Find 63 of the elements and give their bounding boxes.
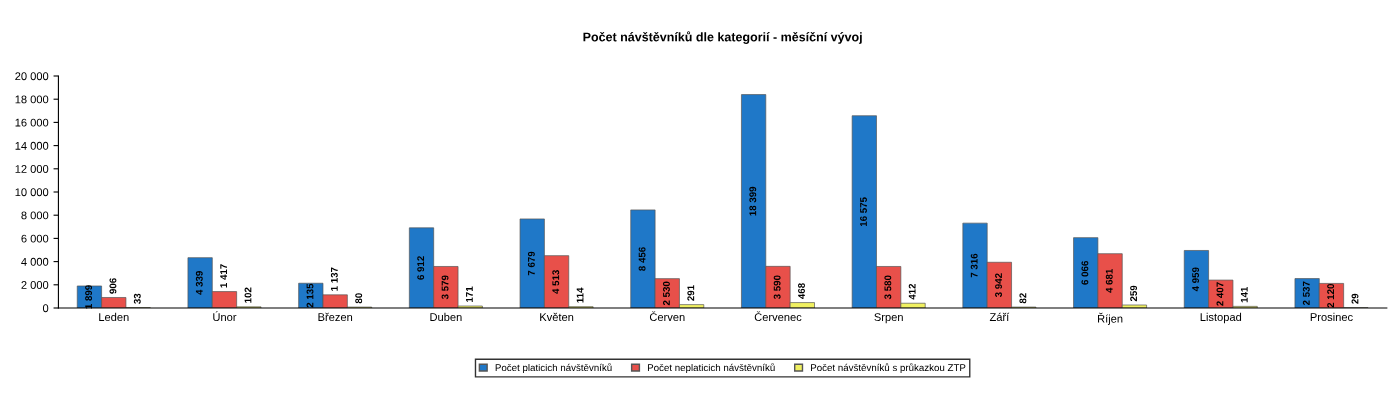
x-tick-label: Prosinec — [1310, 312, 1353, 322]
data-label: 2 407 — [1216, 282, 1224, 306]
data-label: 291 — [687, 285, 695, 301]
data-label: 2 120 — [1327, 283, 1335, 308]
data-label: 171 — [466, 286, 473, 302]
x-tick-label: Říjen — [1098, 312, 1123, 325]
data-label: 1 417 — [220, 264, 227, 288]
x-tick-label: Srpen — [874, 313, 903, 324]
data-label: 114 — [576, 287, 584, 303]
x-tick-label: Listopad — [1200, 312, 1242, 324]
data-label: 29 — [1351, 293, 1359, 304]
legend-label: Počet platicich návštěvníků — [495, 363, 612, 373]
data-label: 6 912 — [417, 256, 425, 280]
data-label: 4 681 — [1105, 268, 1113, 293]
y-tick-label: 2 000 — [21, 281, 49, 289]
data-label: 6 066 — [1081, 261, 1089, 285]
y-tick-label: 20 000 — [15, 72, 49, 81]
data-label: 3 942 — [995, 273, 1002, 298]
data-label: 18 399 — [749, 186, 757, 216]
data-label: 8 456 — [638, 247, 646, 271]
y-tick-label: 16 000 — [15, 118, 49, 127]
x-tick-label: Září — [989, 312, 1010, 322]
y-tick-label: 4 000 — [21, 257, 49, 266]
data-label: 906 — [109, 278, 117, 294]
data-label: 33 — [133, 293, 141, 304]
x-tick-label: Květen — [540, 312, 574, 322]
data-label: 3 579 — [441, 275, 449, 300]
data-label: 4 513 — [552, 270, 560, 294]
data-label: 4 339 — [195, 271, 203, 295]
y-tick-label: 8 000 — [21, 211, 49, 220]
x-tick-label: Červen — [649, 311, 685, 322]
legend-label: Počet návštěvníků s průkazkou ZTP — [811, 363, 966, 373]
data-label: 468 — [798, 283, 805, 299]
data-label: 82 — [1019, 293, 1027, 304]
x-tick-label: Únor — [213, 311, 237, 322]
data-label: 2 135 — [306, 283, 314, 308]
data-label: 16 575 — [860, 197, 867, 227]
y-tick-label: 14 000 — [15, 141, 49, 150]
data-label: 102 — [244, 287, 252, 303]
data-label: 7 316 — [970, 253, 978, 278]
data-label: 412 — [908, 283, 916, 300]
y-tick-label: 6 000 — [21, 234, 49, 243]
data-label: 1 137 — [330, 267, 338, 291]
y-tick-label: 18 000 — [15, 95, 49, 104]
data-label: 2 537 — [1302, 281, 1310, 306]
y-tick-label: 10 000 — [15, 188, 49, 197]
data-label: 141 — [1240, 286, 1248, 303]
y-tick-label: 0 — [42, 304, 49, 313]
data-label: 3 590 — [773, 275, 781, 300]
data-label: 259 — [1130, 285, 1138, 302]
data-label: 3 580 — [884, 275, 892, 300]
data-label: 80 — [355, 293, 363, 304]
x-tick-label: Duben — [430, 312, 462, 322]
x-tick-label: Leden — [99, 312, 129, 322]
data-label: 7 679 — [527, 251, 535, 276]
chart-title: Počet návštěvníků dle kategorií - měsíční vývoj — [583, 31, 862, 44]
data-label: 2 530 — [663, 281, 670, 306]
legend-label: Počet neplaticich návštěvníků — [647, 363, 775, 373]
x-tick-label: Březen — [318, 312, 353, 322]
y-tick-label: 12 000 — [15, 165, 49, 173]
x-tick-label: Červenec — [754, 311, 802, 322]
data-label: 1 899 — [85, 285, 93, 309]
data-label: 4 959 — [1192, 267, 1200, 292]
